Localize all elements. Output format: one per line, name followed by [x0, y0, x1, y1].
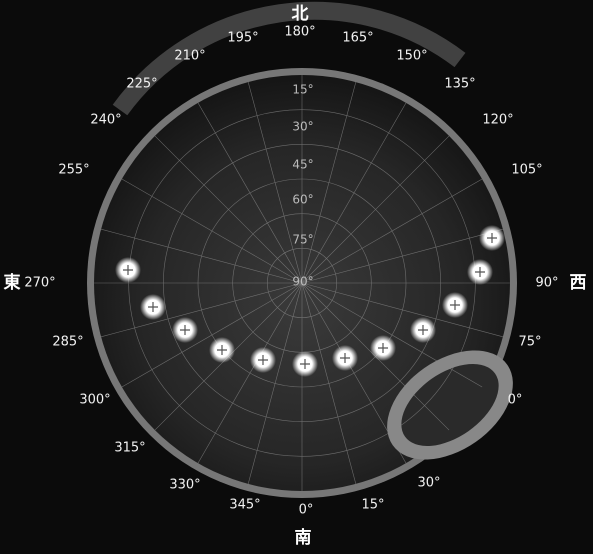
direction-label: 北	[292, 4, 309, 24]
azimuth-label: 225°	[126, 77, 157, 92]
azimuth-label: 105°	[511, 163, 542, 178]
sky-photo: 北 南 東 西 180° 195° 165° 210° 150° 225° 135° 240°…	[0, 0, 593, 554]
azimuth-label: 135°	[444, 77, 475, 92]
azimuth-label: 240°	[90, 113, 121, 128]
elevation-label: 75°	[292, 233, 313, 247]
azimuth-label: 15°	[361, 498, 384, 513]
azimuth-label: 90°	[535, 276, 558, 291]
azimuth-label: 165°	[342, 31, 373, 46]
azimuth-label: 180°	[284, 25, 315, 40]
azimuth-label: 345°	[229, 498, 260, 513]
azimuth-label: 0°	[299, 503, 314, 518]
direction-label: 南	[295, 527, 312, 548]
elevation-label: 60°	[292, 193, 313, 207]
azimuth-label: 0°	[508, 393, 523, 408]
azimuth-label: 30°	[417, 476, 440, 491]
azimuth-label: 255°	[58, 163, 89, 178]
azimuth-label: 195°	[227, 31, 258, 46]
azimuth-label: 285°	[52, 335, 83, 350]
azimuth-label: 150°	[396, 49, 427, 64]
azimuth-label: 315°	[114, 441, 145, 456]
azimuth-label: 270°	[24, 276, 55, 291]
azimuth-label: 120°	[482, 113, 513, 128]
direction-label: 西	[570, 273, 587, 293]
elevation-label: 15°	[292, 83, 313, 97]
elevation-label: 30°	[292, 120, 313, 134]
azimuth-label: 330°	[169, 478, 200, 493]
direction-label: 東	[4, 272, 21, 293]
azimuth-label: 300°	[79, 393, 110, 408]
elevation-label: 45°	[292, 158, 313, 172]
azimuth-label: 75°	[518, 335, 541, 350]
elevation-label: 90°	[292, 275, 313, 289]
azimuth-label: 210°	[174, 49, 205, 64]
